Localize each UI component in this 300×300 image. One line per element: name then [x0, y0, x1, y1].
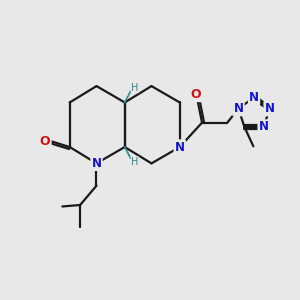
Text: O: O [191, 88, 201, 101]
Text: N: N [92, 157, 101, 170]
Text: N: N [175, 140, 185, 154]
Text: H: H [131, 157, 139, 167]
Text: H: H [131, 82, 139, 93]
Text: N: N [233, 102, 244, 115]
Text: N: N [259, 121, 269, 134]
Text: N: N [249, 91, 259, 104]
Text: O: O [40, 135, 50, 148]
Text: N: N [265, 102, 275, 115]
